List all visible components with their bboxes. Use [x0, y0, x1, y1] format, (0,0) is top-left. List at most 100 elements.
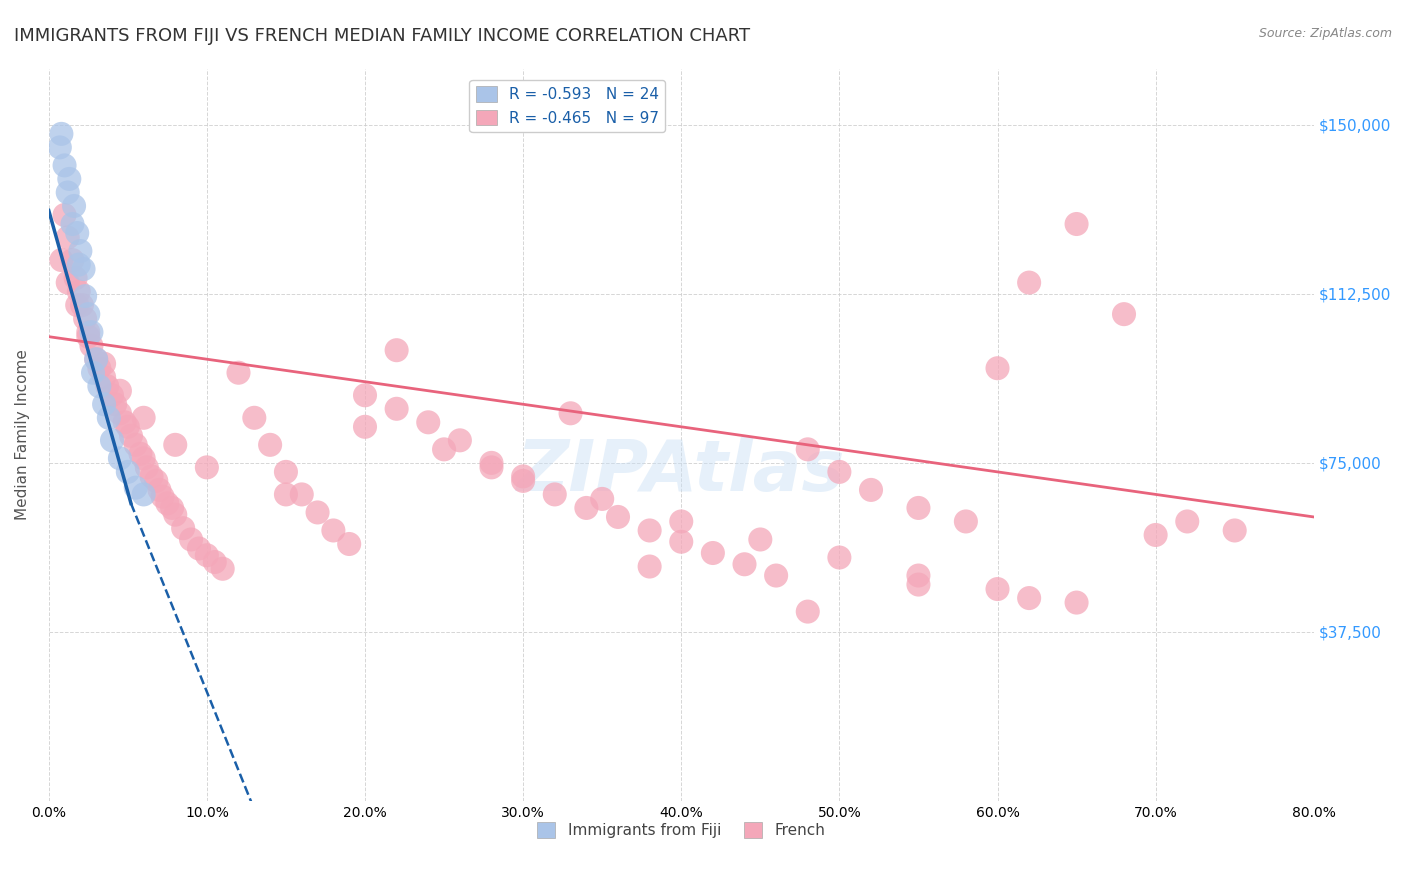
Point	[1223, 524, 1246, 538]
Point	[385, 401, 408, 416]
Point	[307, 505, 329, 519]
Point	[84, 352, 107, 367]
Point	[188, 541, 211, 556]
Point	[907, 577, 929, 591]
Point	[1112, 307, 1135, 321]
Point	[1175, 515, 1198, 529]
Point	[77, 325, 100, 339]
Point	[211, 562, 233, 576]
Point	[84, 352, 107, 367]
Point	[195, 548, 218, 562]
Point	[907, 568, 929, 582]
Point	[481, 456, 503, 470]
Legend: Immigrants from Fiji, French: Immigrants from Fiji, French	[531, 816, 831, 845]
Point	[986, 582, 1008, 596]
Point	[354, 388, 377, 402]
Point	[160, 500, 183, 515]
Point	[859, 483, 882, 497]
Point	[62, 253, 84, 268]
Point	[51, 127, 73, 141]
Point	[274, 465, 297, 479]
Point	[117, 465, 139, 479]
Point	[702, 546, 724, 560]
Point	[907, 500, 929, 515]
Point	[165, 438, 187, 452]
Point	[75, 311, 97, 326]
Point	[108, 384, 131, 398]
Point	[63, 199, 86, 213]
Point	[291, 487, 314, 501]
Point	[58, 172, 80, 186]
Point	[135, 460, 157, 475]
Point	[89, 361, 111, 376]
Point	[132, 451, 155, 466]
Point	[65, 271, 87, 285]
Point	[797, 442, 820, 457]
Point	[433, 442, 456, 457]
Point	[575, 500, 598, 515]
Point	[228, 366, 250, 380]
Point	[418, 415, 440, 429]
Point	[1066, 596, 1088, 610]
Text: ZIPAtlas: ZIPAtlas	[517, 437, 845, 506]
Point	[828, 550, 851, 565]
Point	[93, 370, 115, 384]
Point	[797, 605, 820, 619]
Point	[66, 226, 89, 240]
Point	[125, 438, 148, 452]
Point	[481, 460, 503, 475]
Point	[108, 406, 131, 420]
Point	[671, 515, 693, 529]
Point	[51, 253, 73, 268]
Point	[66, 298, 89, 312]
Point	[180, 533, 202, 547]
Point	[259, 438, 281, 452]
Point	[148, 483, 170, 497]
Point	[69, 244, 91, 258]
Point	[49, 140, 72, 154]
Point	[638, 559, 661, 574]
Point	[607, 510, 630, 524]
Point	[67, 285, 90, 299]
Point	[354, 419, 377, 434]
Point	[243, 410, 266, 425]
Point	[165, 508, 187, 522]
Text: IMMIGRANTS FROM FIJI VS FRENCH MEDIAN FAMILY INCOME CORRELATION CHART: IMMIGRANTS FROM FIJI VS FRENCH MEDIAN FA…	[14, 27, 751, 45]
Point	[93, 397, 115, 411]
Point	[512, 474, 534, 488]
Point	[120, 429, 142, 443]
Point	[125, 481, 148, 495]
Point	[156, 496, 179, 510]
Point	[132, 487, 155, 501]
Point	[56, 186, 79, 200]
Point	[828, 465, 851, 479]
Point	[141, 469, 163, 483]
Point	[72, 262, 94, 277]
Point	[77, 307, 100, 321]
Point	[145, 474, 167, 488]
Point	[172, 521, 194, 535]
Point	[749, 533, 772, 547]
Point	[274, 487, 297, 501]
Point	[129, 447, 152, 461]
Point	[70, 298, 93, 312]
Point	[322, 524, 344, 538]
Point	[108, 451, 131, 466]
Point	[56, 230, 79, 244]
Point	[204, 555, 226, 569]
Point	[591, 491, 613, 506]
Point	[80, 325, 103, 339]
Point	[1144, 528, 1167, 542]
Point	[96, 379, 118, 393]
Point	[89, 379, 111, 393]
Point	[101, 434, 124, 448]
Point	[104, 397, 127, 411]
Point	[337, 537, 360, 551]
Point	[93, 357, 115, 371]
Y-axis label: Median Family Income: Median Family Income	[15, 350, 30, 520]
Point	[67, 258, 90, 272]
Point	[1018, 276, 1040, 290]
Point	[544, 487, 567, 501]
Point	[97, 410, 120, 425]
Point	[195, 460, 218, 475]
